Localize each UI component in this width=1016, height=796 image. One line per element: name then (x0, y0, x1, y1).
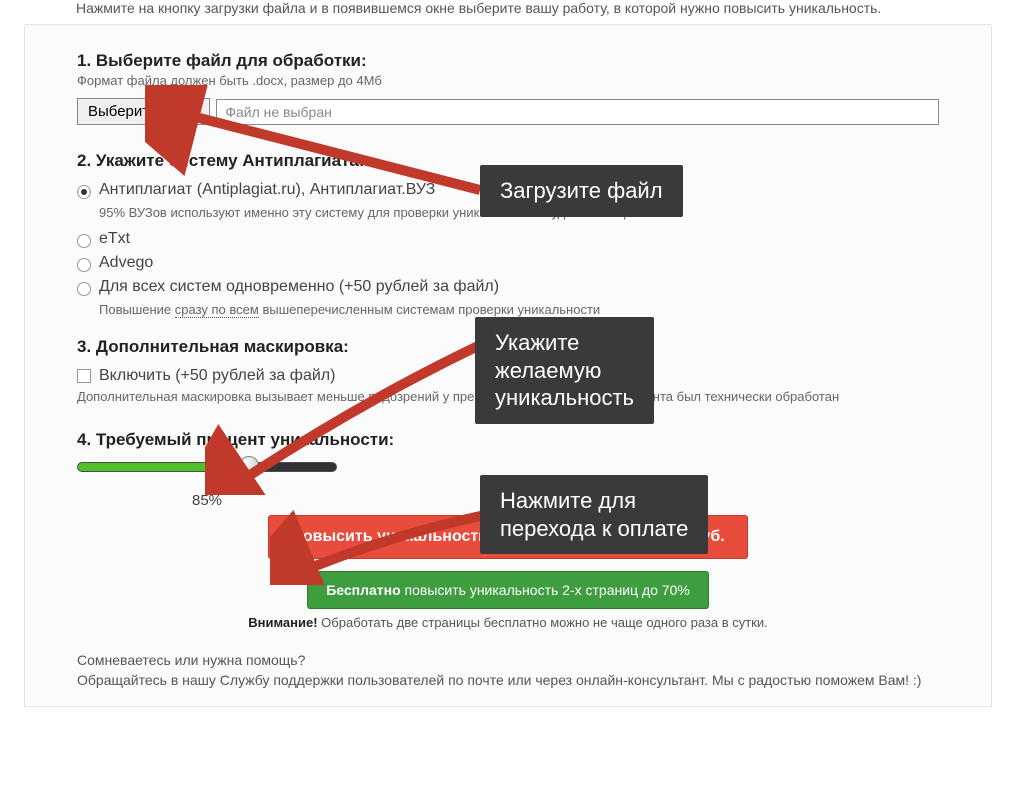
radio-label: Advego (99, 254, 153, 272)
step1-subtitle: Формат файла должен быть .docx, размер д… (77, 73, 939, 88)
checkbox-icon (77, 369, 91, 383)
step4-title: 4. Требуемый процент уникальности: (77, 430, 939, 450)
attention-bold: Внимание! (248, 615, 317, 630)
slider-track (77, 462, 337, 472)
slider-handle[interactable] (239, 456, 259, 476)
radio-all-systems[interactable]: Для всех систем одновременно (+50 рублей… (77, 278, 939, 296)
free-bold: Бесплатно (326, 582, 400, 598)
attention-text: Внимание! Обработать две страницы беспла… (77, 615, 939, 630)
choose-file-button[interactable]: Выберите файл (77, 98, 210, 125)
callout-payment: Нажмите для перехода к оплате (480, 475, 708, 554)
attention-rest: Обработать две страницы бесплатно можно … (318, 615, 768, 630)
note-suffix: вышеперечисленным системам проверки уник… (259, 302, 600, 317)
help-line: Обращайтесь в нашу Службу поддержки поль… (77, 672, 939, 688)
radio-all-systems-note: Повышение сразу по всем вышеперечисленны… (99, 302, 939, 317)
form-panel: 1. Выберите файл для обработки: Формат ф… (24, 24, 992, 707)
submit-free-button[interactable]: Бесплатно повысить уникальность 2-х стра… (307, 571, 709, 609)
radio-icon (77, 185, 91, 199)
radio-label: Антиплагиат (Antiplagiat.ru), Антиплагиа… (99, 181, 435, 199)
radio-icon (77, 282, 91, 296)
radio-advego[interactable]: Advego (77, 254, 939, 272)
free-rest: повысить уникальность 2-х страниц до 70% (401, 582, 690, 598)
radio-etxt[interactable]: eTxt (77, 230, 939, 248)
slider-percent-label: 85% (77, 492, 337, 509)
file-picker-row: Выберите файл Файл не выбран (77, 98, 939, 125)
radio-icon (77, 234, 91, 248)
help-question: Сомневаетесь или нужна помощь? (77, 652, 939, 668)
radio-icon (77, 258, 91, 272)
uniqueness-slider[interactable] (77, 462, 337, 472)
step1-title: 1. Выберите файл для обработки: (77, 51, 939, 71)
file-status: Файл не выбран (216, 99, 939, 125)
top-instruction: Нажмите на кнопку загрузки файла и в поя… (24, 0, 992, 24)
callout-upload: Загрузите файл (480, 165, 683, 217)
note-prefix: Повышение (99, 302, 175, 317)
radio-label: eTxt (99, 230, 130, 248)
checkbox-label: Включить (+50 рублей за файл) (99, 367, 335, 385)
callout-uniqueness: Укажите желаемую уникальность (475, 317, 654, 424)
note-link[interactable]: сразу по всем (175, 302, 259, 318)
radio-label: Для всех систем одновременно (+50 рублей… (99, 278, 499, 296)
